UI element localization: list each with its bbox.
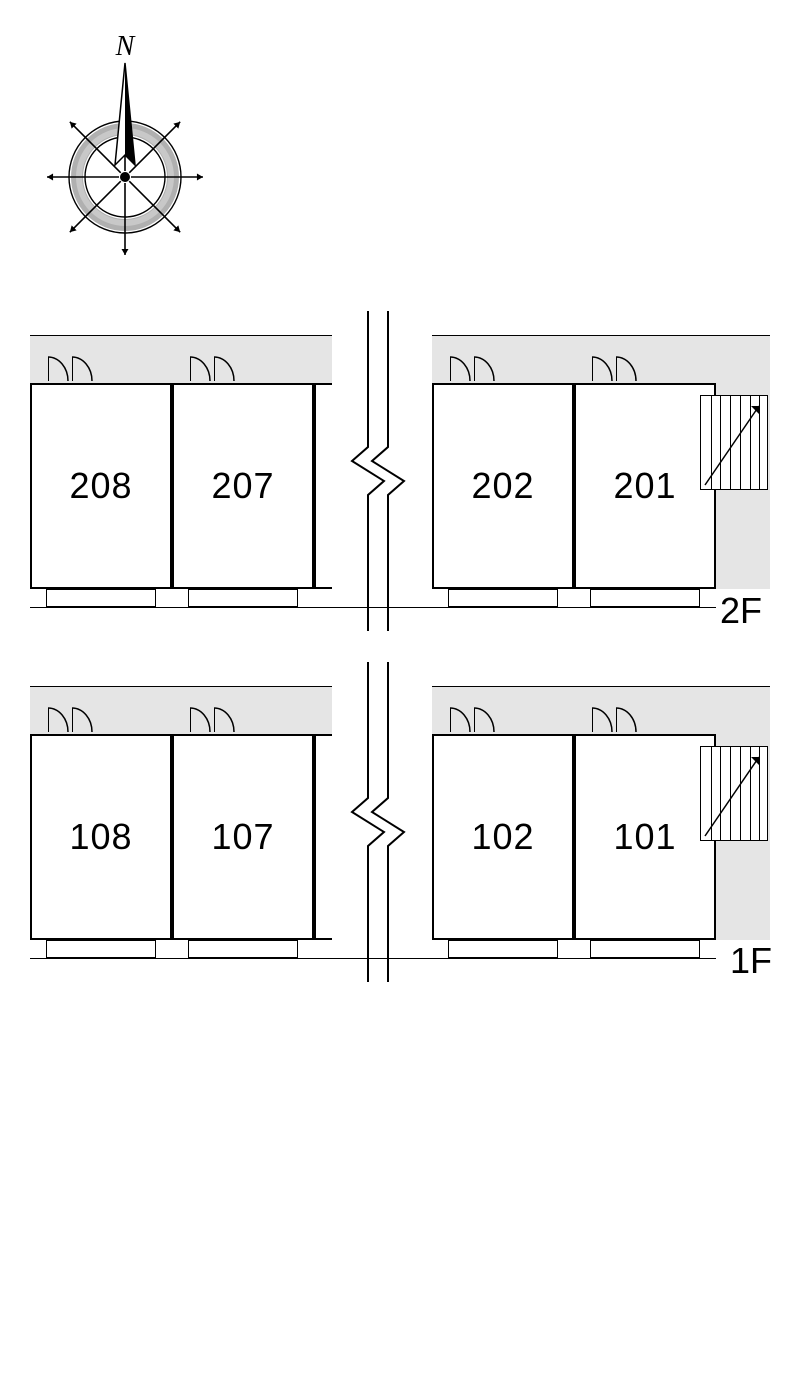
unit-201: 201 <box>574 383 716 589</box>
door-icon <box>190 355 212 381</box>
unit-label: 208 <box>32 465 170 507</box>
balcony <box>46 940 156 958</box>
balcony <box>590 589 700 607</box>
door-icon <box>214 706 236 732</box>
unit-108: 108 <box>30 734 172 940</box>
balcony <box>188 940 298 958</box>
floor-label-2F: 2F <box>720 590 762 632</box>
balcony <box>590 940 700 958</box>
door-icon <box>474 706 496 732</box>
door-icon <box>592 355 614 381</box>
unit-label: 202 <box>434 465 572 507</box>
unit-label: 102 <box>434 816 572 858</box>
door-icon <box>48 706 70 732</box>
door-icon <box>48 355 70 381</box>
door-icon <box>592 706 614 732</box>
door-icon <box>72 706 94 732</box>
unit-208: 208 <box>30 383 172 589</box>
unit-label: 201 <box>576 465 714 507</box>
door-icon <box>214 355 236 381</box>
door-icon <box>450 706 472 732</box>
section-break-icon <box>348 662 408 982</box>
door-icon <box>72 355 94 381</box>
door-icon <box>190 706 212 732</box>
unit-label: 108 <box>32 816 170 858</box>
section-break-icon <box>348 311 408 631</box>
door-icon <box>474 355 496 381</box>
unit-207: 207 <box>172 383 314 589</box>
floorplan-diagram: N 208 207 202 201 2F 108 107 102 101 1F <box>0 0 800 1376</box>
door-icon <box>616 706 638 732</box>
balcony <box>188 589 298 607</box>
unit-label: 101 <box>576 816 714 858</box>
unit-label: 207 <box>174 465 312 507</box>
unit-107: 107 <box>172 734 314 940</box>
unit-202: 202 <box>432 383 574 589</box>
door-icon <box>450 355 472 381</box>
staircase-icon <box>700 395 768 490</box>
unit-102: 102 <box>432 734 574 940</box>
unit-101: 101 <box>574 734 716 940</box>
floor-label-1F: 1F <box>730 940 772 982</box>
door-icon <box>616 355 638 381</box>
unit-label: 107 <box>174 816 312 858</box>
balcony <box>46 589 156 607</box>
balcony <box>448 940 558 958</box>
svg-text:N: N <box>115 31 136 62</box>
staircase-icon <box>700 746 768 841</box>
compass-icon: N <box>15 20 235 290</box>
balcony <box>448 589 558 607</box>
